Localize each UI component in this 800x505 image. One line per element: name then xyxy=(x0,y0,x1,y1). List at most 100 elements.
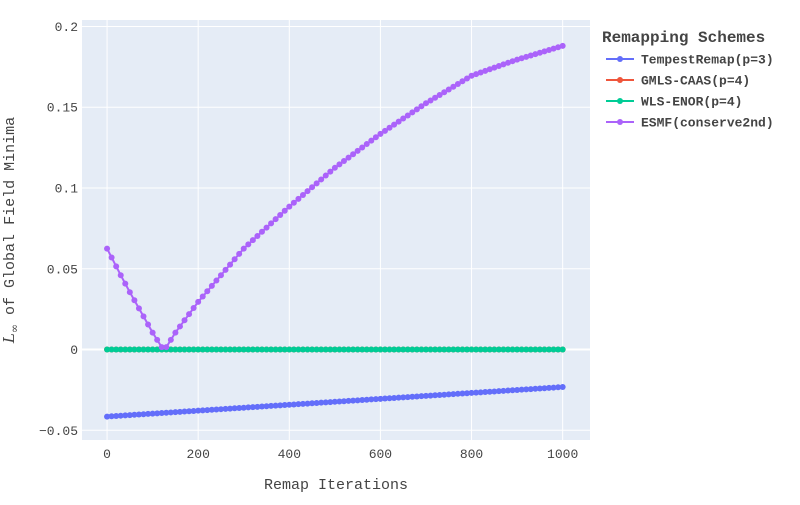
data-point xyxy=(140,411,147,418)
data-point xyxy=(350,346,357,353)
data-point xyxy=(231,256,238,263)
data-point xyxy=(468,72,475,79)
data-point xyxy=(167,346,174,353)
data-point xyxy=(354,147,361,154)
data-point xyxy=(555,44,562,51)
data-point xyxy=(217,406,224,413)
data-point xyxy=(299,191,306,198)
data-point xyxy=(418,393,425,400)
data-point xyxy=(231,405,238,412)
data-point xyxy=(135,305,142,312)
data-point xyxy=(550,384,557,391)
data-point xyxy=(404,394,411,401)
data-point xyxy=(295,195,302,202)
data-point xyxy=(441,391,448,398)
data-point xyxy=(222,346,229,353)
data-point xyxy=(222,405,229,412)
x-axis-title: Remap Iterations xyxy=(264,477,408,494)
data-point xyxy=(546,46,552,53)
data-point xyxy=(268,402,275,409)
y-tick-label: 0 xyxy=(70,343,78,358)
data-point xyxy=(281,402,288,409)
data-point xyxy=(546,384,552,391)
data-point xyxy=(368,346,375,353)
data-point xyxy=(213,406,220,413)
data-point xyxy=(381,395,388,402)
legend-item[interactable]: WLS-ENOR(p=4) xyxy=(606,95,742,110)
data-point xyxy=(463,75,470,82)
data-point xyxy=(208,346,215,353)
data-point xyxy=(468,346,475,353)
data-point xyxy=(477,389,484,396)
data-point xyxy=(245,346,252,353)
data-point xyxy=(122,412,129,419)
data-point xyxy=(199,407,206,414)
x-tick-label: 400 xyxy=(278,447,301,462)
data-point xyxy=(190,305,197,312)
data-point xyxy=(463,390,470,397)
legend-item[interactable]: GMLS-CAAS(p=4) xyxy=(606,74,750,89)
data-point xyxy=(491,346,498,353)
y-tick-label: 0.1 xyxy=(55,182,79,197)
data-point xyxy=(555,384,562,391)
plot-background xyxy=(82,20,590,440)
data-point xyxy=(327,168,334,175)
data-point xyxy=(550,346,557,353)
data-point xyxy=(254,232,261,239)
data-point xyxy=(227,346,234,353)
data-point xyxy=(172,329,179,336)
data-point xyxy=(104,346,111,353)
data-point xyxy=(213,346,220,353)
data-point xyxy=(331,164,338,171)
legend-marker-swatch xyxy=(617,98,623,104)
data-point xyxy=(258,228,265,235)
data-point xyxy=(413,346,420,353)
data-point xyxy=(354,397,361,404)
data-point xyxy=(199,346,206,353)
data-point xyxy=(113,263,120,270)
data-point xyxy=(290,401,297,408)
data-point xyxy=(546,346,552,353)
data-point xyxy=(473,346,480,353)
data-point xyxy=(158,344,165,351)
data-point xyxy=(135,411,142,418)
data-point xyxy=(491,64,498,71)
x-tick-label: 800 xyxy=(460,447,483,462)
data-point xyxy=(249,237,256,244)
data-point xyxy=(518,55,525,62)
data-point xyxy=(204,407,211,414)
data-point xyxy=(313,346,320,353)
data-point xyxy=(391,394,398,401)
data-point xyxy=(131,411,138,418)
data-point xyxy=(391,346,398,353)
data-point xyxy=(176,346,183,353)
data-point xyxy=(541,346,548,353)
data-point xyxy=(176,408,183,415)
data-point xyxy=(149,346,156,353)
data-point xyxy=(527,386,534,393)
data-point xyxy=(277,211,284,218)
data-point xyxy=(409,393,416,400)
legend-item[interactable]: TempestRemap(p=3) xyxy=(606,53,774,68)
data-point xyxy=(491,388,498,395)
data-point xyxy=(295,346,302,353)
data-point xyxy=(454,346,461,353)
data-point xyxy=(363,141,370,148)
data-point xyxy=(277,402,284,409)
data-point xyxy=(131,297,138,304)
data-point xyxy=(427,346,434,353)
data-point xyxy=(400,115,407,122)
legend-item[interactable]: ESMF(conserve2nd) xyxy=(606,116,774,131)
data-point xyxy=(304,400,311,407)
x-axis-ticks: 0 200 400 600 800 1000 xyxy=(103,447,578,462)
data-point xyxy=(536,346,543,353)
data-point xyxy=(199,293,206,300)
data-point xyxy=(372,346,379,353)
y-axis-ticks: −0.05 0 0.05 0.1 0.15 0.2 xyxy=(39,20,78,439)
data-point xyxy=(286,203,293,210)
data-point xyxy=(190,346,197,353)
data-point xyxy=(181,346,188,353)
data-point xyxy=(149,410,156,417)
data-point xyxy=(181,317,188,324)
data-point xyxy=(222,266,229,273)
